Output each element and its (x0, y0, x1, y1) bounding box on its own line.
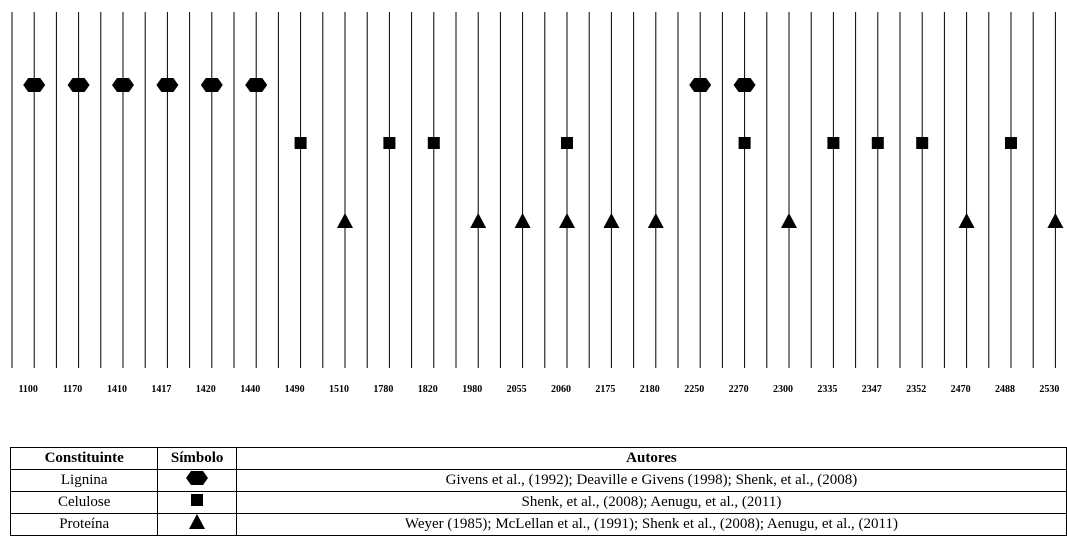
hexagon-marker (67, 78, 90, 92)
authors-cell: Givens et al., (1992); Deaville e Givens… (235, 469, 1067, 492)
square-marker (871, 137, 884, 149)
wavelength-label: 1510 (329, 384, 349, 395)
triangle-marker (470, 213, 487, 228)
wavelength-label: 2270 (729, 384, 749, 395)
hexagon-marker (245, 78, 268, 92)
wavelength-label: 2530 (1039, 384, 1059, 395)
triangle-marker (514, 213, 531, 228)
band-diagram: 1100 1170 1410 1417 1420 1440 1490 1510 1780 1820… (11, 12, 1064, 395)
hexagon-marker (200, 78, 223, 92)
wavelength-label: 2175 (595, 384, 615, 395)
hexagon-marker (23, 78, 46, 92)
symbol-cell (157, 469, 237, 492)
hexagon-marker (689, 78, 712, 92)
square-marker (916, 137, 929, 149)
triangle-marker (958, 213, 975, 228)
triangle-marker (559, 213, 575, 228)
triangle-marker (647, 213, 664, 228)
wavelength-label: 1410 (107, 384, 127, 395)
header-row: Constituinte Símbolo Autores (9, 447, 1067, 470)
wavelength-label: 2250 (684, 384, 704, 395)
header-cell: Constituinte (9, 447, 159, 470)
wavelength-label: 1820 (418, 384, 438, 395)
square-marker (294, 137, 307, 149)
wavelength-label: 2352 (906, 384, 926, 395)
square-marker (191, 494, 204, 506)
symbol-icon (191, 494, 204, 506)
wavelength-label: 2470 (951, 384, 971, 395)
wavelength-label: 1417 (151, 384, 171, 395)
hexagon-marker (733, 78, 756, 92)
constituent-cell: Lignina (9, 469, 159, 492)
square-marker (427, 137, 440, 149)
symbol-cell (157, 513, 237, 536)
square-marker (827, 137, 840, 149)
wavelength-label: 2347 (862, 384, 882, 395)
wavelength-label: 1780 (373, 384, 393, 395)
constituent-cell: Proteína (9, 513, 159, 536)
hexagon-marker (156, 78, 179, 92)
wavelength-label: 2335 (817, 384, 837, 395)
wavelength-label: 2300 (773, 384, 793, 395)
wavelength-label: 1490 (285, 384, 305, 395)
square-marker (383, 137, 396, 149)
legend-table: Constituinte Símbolo Autores Lignina Give… (9, 447, 1067, 536)
table-row: Celulose Shenk, et al., (2008); Aenugu, e… (9, 491, 1067, 514)
triangle-marker (189, 514, 206, 529)
triangle-marker (781, 213, 797, 228)
header-cell: Símbolo (157, 447, 237, 470)
hexagon-marker (186, 471, 209, 485)
triangle-marker (1047, 213, 1064, 228)
symbol-cell (157, 491, 237, 514)
symbol-icon (186, 471, 209, 485)
square-marker (1005, 137, 1017, 149)
wavelength-label: 1170 (63, 384, 82, 395)
wavelength-label: 1440 (240, 384, 260, 395)
square-marker (561, 137, 573, 149)
hexagon-marker (112, 78, 134, 92)
wavelength-label: 2180 (640, 384, 660, 395)
wavelength-label: 2060 (551, 384, 571, 395)
wavelength-label: 1100 (18, 384, 37, 395)
authors-cell: Shenk, et al., (2008); Aenugu, et al., (… (235, 491, 1067, 514)
table-row: Proteína Weyer (1985); McLellan et al., (… (9, 513, 1067, 536)
authors-cell: Weyer (1985); McLellan et al., (1991); S… (235, 513, 1067, 536)
triangle-marker (603, 213, 620, 228)
wavelength-label: 1980 (462, 384, 482, 395)
wavelength-label: 2055 (507, 384, 527, 395)
constituent-cell: Celulose (9, 491, 159, 514)
wavelength-label: 2488 (995, 384, 1015, 395)
square-marker (738, 137, 751, 149)
symbol-icon (189, 514, 206, 529)
wavelength-label: 1420 (196, 384, 216, 395)
header-cell: Autores (235, 447, 1067, 470)
triangle-marker (337, 213, 353, 228)
table-row: Lignina Givens et al., (1992); Deaville e… (9, 469, 1067, 492)
